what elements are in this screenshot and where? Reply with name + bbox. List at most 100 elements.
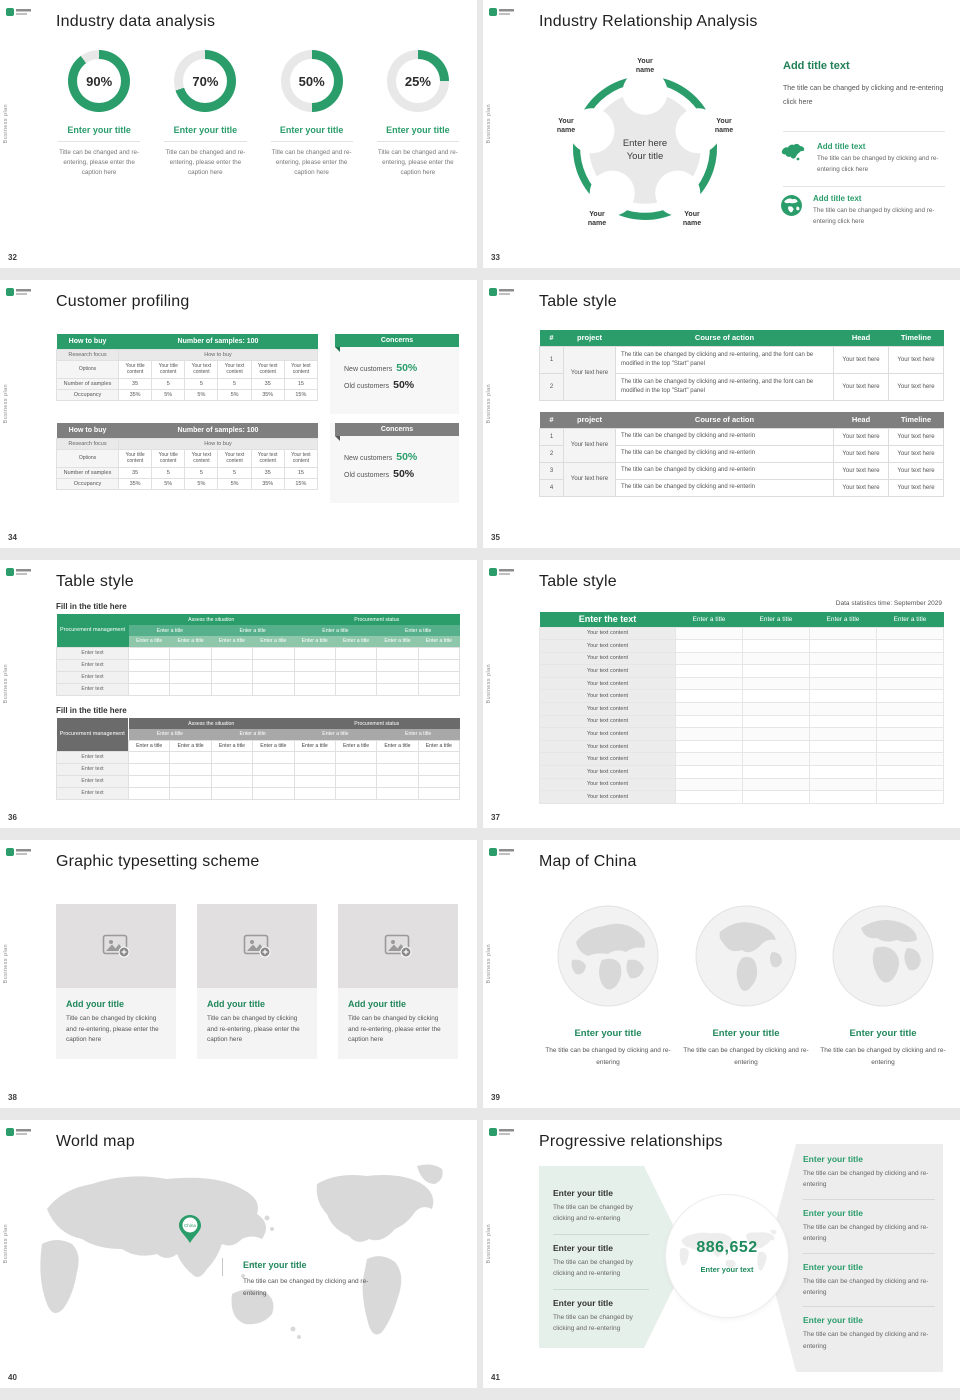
table-row: Your text content	[539, 790, 944, 804]
empty-cell	[127, 658, 171, 672]
empty-cell	[210, 786, 254, 800]
row-label: Your text content	[539, 739, 676, 754]
group-header: Assess the situation	[128, 614, 294, 625]
concern-value: 50%	[393, 379, 415, 391]
slide-41[interactable]: Business plan 41 Progressive relationshi…	[483, 1120, 960, 1388]
row-number: 1	[539, 427, 564, 446]
leaf-header: Enter a title	[210, 739, 254, 752]
item-heading: Enter your title	[553, 1188, 613, 1198]
item-caption: The title can be changed by clicking and…	[243, 1278, 369, 1298]
empty-cell	[675, 639, 743, 653]
item-heading: Enter your title	[803, 1261, 863, 1272]
empty-cell	[293, 774, 336, 788]
donut-chart: 90%	[68, 50, 131, 112]
sub-header: Enter a title	[376, 729, 460, 740]
slide-34[interactable]: Business plan 34 Customer profiling How …	[0, 280, 477, 548]
brand-logo-text	[16, 849, 31, 855]
empty-cell	[809, 702, 877, 716]
table-cell: 5	[184, 466, 219, 479]
empty-cell	[876, 626, 944, 641]
empty-cell	[675, 689, 743, 704]
donut-percent: 70%	[192, 73, 219, 89]
slide-33[interactable]: Business plan 33 Industry Relationship A…	[483, 0, 960, 268]
slide-40[interactable]: Business plan 40 World map China Enter y…	[0, 1120, 477, 1388]
page-number: 39	[491, 1093, 500, 1102]
progress-item: Enter your title The title can be change…	[803, 1306, 935, 1360]
sub-header: Enter a title	[211, 729, 294, 740]
empty-cell	[127, 762, 171, 776]
col-header: Enter a title	[809, 612, 877, 627]
item-heading: Enter your title	[574, 1028, 642, 1039]
leaf-header: Enter a title	[127, 739, 171, 752]
buy-table-green: How to buy Number of samples: 100 Researc…	[56, 334, 319, 401]
panel-item-body: The title can be changed by clicking and…	[813, 207, 935, 225]
empty-cell	[742, 714, 810, 729]
empty-cell	[809, 689, 877, 704]
course-cell: The title can be changed by clicking and…	[615, 444, 834, 463]
item-heading: Enter your title	[803, 1154, 863, 1164]
row-label: Your text content	[539, 714, 676, 729]
group-header: Procurement status	[294, 718, 460, 729]
leaf-header: Enter a title	[417, 739, 461, 752]
side-label: Business plan	[486, 104, 492, 144]
empty-cell	[169, 646, 212, 660]
pin-label: China	[184, 1223, 196, 1228]
sub-header: Enter a title	[128, 625, 212, 636]
empty-cell	[809, 626, 877, 641]
concern-label: Old customers	[344, 383, 390, 390]
donut-item: 25% Enter your title Title can be change…	[365, 50, 471, 178]
table-cell: 15	[283, 377, 319, 390]
table-cell: 35	[250, 377, 285, 390]
globe-graphic	[557, 905, 659, 1007]
row-label: Occupancy	[56, 477, 119, 490]
slide-32[interactable]: Business plan 32 Industry data analysis …	[0, 0, 477, 268]
empty-cell	[169, 658, 212, 672]
table-cell: 15%	[283, 388, 319, 401]
table-row: Your text content	[539, 765, 944, 779]
sub-header: Enter a title	[376, 625, 460, 636]
slide-38[interactable]: Business plan 38 Graphic typesetting sch…	[0, 840, 477, 1108]
slide-37[interactable]: Business plan 37 Table style Data statis…	[483, 560, 960, 828]
wheel-node-label: Your name	[635, 58, 655, 74]
col-header: Timeline	[888, 412, 944, 428]
empty-cell	[417, 774, 461, 788]
row-label: Options	[56, 448, 119, 468]
progress-item: Enter your title The title can be change…	[553, 1233, 649, 1289]
wheel-center-text: Enter here Your title	[595, 138, 695, 164]
brand-logo-text	[499, 9, 514, 15]
wheel-node-label: Your name	[682, 211, 702, 227]
row-number: 3	[539, 461, 564, 480]
item-heading: Enter your title	[803, 1315, 863, 1326]
table-header: Number of samples: 100	[118, 334, 318, 349]
slide-36[interactable]: Business plan 36 Table style Fill in the…	[0, 560, 477, 828]
item-caption: Title can be changed and re-entering, pl…	[165, 149, 246, 177]
page-number: 32	[8, 253, 17, 262]
brand-logo	[489, 568, 514, 576]
item-heading: Enter your title	[376, 125, 459, 142]
empty-cell	[809, 664, 877, 678]
empty-cell	[127, 682, 171, 696]
empty-cell	[876, 651, 944, 666]
slide-title: Graphic typesetting scheme	[56, 853, 260, 870]
slide-35[interactable]: Business plan 35 Table style # project Cou…	[483, 280, 960, 548]
empty-cell	[127, 646, 171, 660]
image-card: Add your title Title can be changed by c…	[56, 904, 176, 1059]
course-cell: The title can be changed by clicking and…	[615, 461, 834, 480]
col-header: #	[539, 412, 564, 428]
empty-cell	[742, 752, 810, 767]
empty-cell	[210, 762, 254, 776]
slide-title: World map	[56, 1133, 135, 1150]
row-label: Enter text	[56, 786, 129, 800]
table-cell: Your title content	[117, 448, 153, 468]
course-cell: The title can be changed by clicking and…	[615, 345, 834, 374]
table-cell: Your text here	[888, 478, 944, 497]
slide-39[interactable]: Business plan 39 Map of China Enter your…	[483, 840, 960, 1108]
image-placeholder-icon	[243, 934, 271, 958]
table-cell: Your text here	[833, 444, 889, 463]
page-number: 35	[491, 533, 500, 542]
donut-item: 50% Enter your title Title can be change…	[259, 50, 365, 178]
concern-value: 50%	[393, 468, 415, 480]
empty-cell	[417, 762, 461, 776]
col-header: Course of action	[615, 330, 834, 346]
empty-cell	[293, 670, 336, 684]
